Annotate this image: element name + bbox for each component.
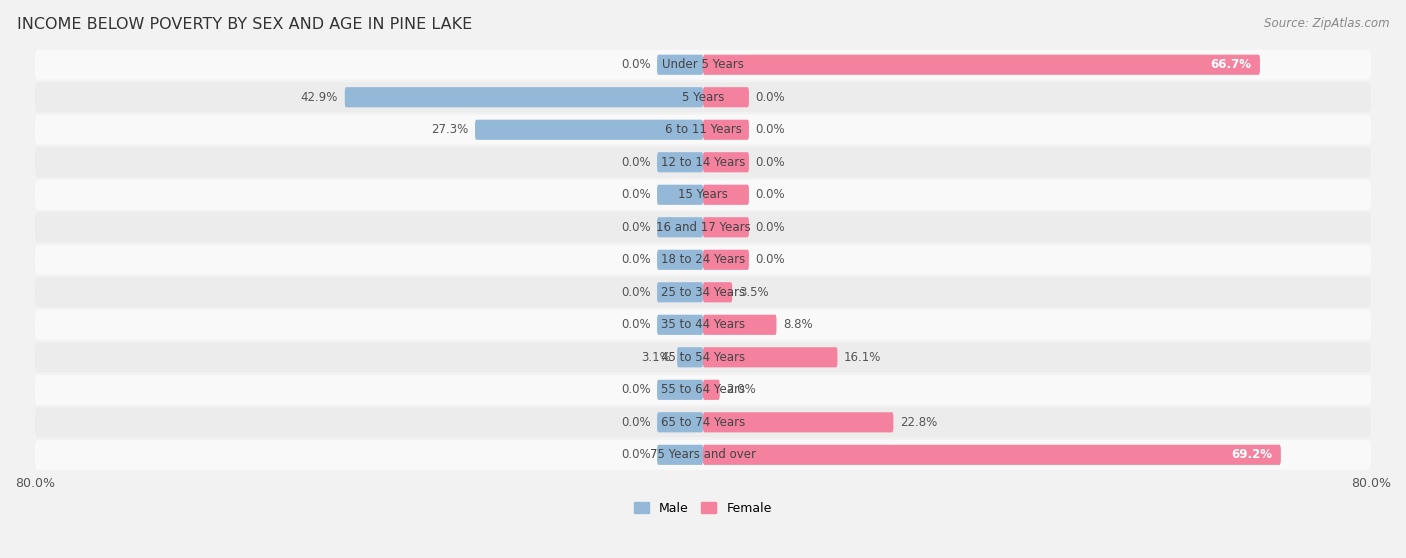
FancyBboxPatch shape	[344, 87, 703, 107]
Text: 15 Years: 15 Years	[678, 188, 728, 201]
FancyBboxPatch shape	[703, 347, 838, 367]
FancyBboxPatch shape	[35, 147, 1371, 177]
Text: 0.0%: 0.0%	[621, 58, 651, 71]
Text: 0.0%: 0.0%	[621, 383, 651, 396]
FancyBboxPatch shape	[703, 412, 893, 432]
Text: Source: ZipAtlas.com: Source: ZipAtlas.com	[1264, 17, 1389, 30]
FancyBboxPatch shape	[703, 380, 720, 400]
Text: 0.0%: 0.0%	[621, 448, 651, 461]
Text: Under 5 Years: Under 5 Years	[662, 58, 744, 71]
FancyBboxPatch shape	[657, 445, 703, 465]
Text: 2.0%: 2.0%	[727, 383, 756, 396]
FancyBboxPatch shape	[35, 343, 1371, 372]
Text: 0.0%: 0.0%	[755, 188, 785, 201]
FancyBboxPatch shape	[657, 217, 703, 237]
Text: 35 to 44 Years: 35 to 44 Years	[661, 318, 745, 331]
Text: 0.0%: 0.0%	[621, 286, 651, 299]
Text: 0.0%: 0.0%	[621, 156, 651, 169]
FancyBboxPatch shape	[35, 82, 1371, 112]
Text: 0.0%: 0.0%	[621, 318, 651, 331]
FancyBboxPatch shape	[703, 249, 749, 270]
Text: 0.0%: 0.0%	[755, 123, 785, 136]
Text: 18 to 24 Years: 18 to 24 Years	[661, 253, 745, 266]
FancyBboxPatch shape	[657, 55, 703, 75]
FancyBboxPatch shape	[35, 245, 1371, 275]
Text: 69.2%: 69.2%	[1232, 448, 1272, 461]
FancyBboxPatch shape	[678, 347, 703, 367]
FancyBboxPatch shape	[703, 445, 1281, 465]
Text: 12 to 14 Years: 12 to 14 Years	[661, 156, 745, 169]
Text: 0.0%: 0.0%	[621, 188, 651, 201]
Text: 0.0%: 0.0%	[755, 253, 785, 266]
Text: 3.5%: 3.5%	[740, 286, 769, 299]
FancyBboxPatch shape	[35, 440, 1371, 470]
FancyBboxPatch shape	[703, 217, 749, 237]
FancyBboxPatch shape	[475, 119, 703, 140]
Text: 0.0%: 0.0%	[621, 416, 651, 429]
Text: INCOME BELOW POVERTY BY SEX AND AGE IN PINE LAKE: INCOME BELOW POVERTY BY SEX AND AGE IN P…	[17, 17, 472, 32]
FancyBboxPatch shape	[703, 55, 1260, 75]
FancyBboxPatch shape	[657, 282, 703, 302]
FancyBboxPatch shape	[703, 87, 749, 107]
FancyBboxPatch shape	[657, 152, 703, 172]
Text: 5 Years: 5 Years	[682, 91, 724, 104]
FancyBboxPatch shape	[35, 407, 1371, 437]
Text: 16 and 17 Years: 16 and 17 Years	[655, 221, 751, 234]
FancyBboxPatch shape	[657, 185, 703, 205]
FancyBboxPatch shape	[703, 282, 733, 302]
Text: 6 to 11 Years: 6 to 11 Years	[665, 123, 741, 136]
FancyBboxPatch shape	[657, 249, 703, 270]
FancyBboxPatch shape	[703, 315, 776, 335]
Text: 75 Years and over: 75 Years and over	[650, 448, 756, 461]
Text: 22.8%: 22.8%	[900, 416, 938, 429]
Text: 27.3%: 27.3%	[432, 123, 468, 136]
Text: 25 to 34 Years: 25 to 34 Years	[661, 286, 745, 299]
FancyBboxPatch shape	[35, 310, 1371, 340]
FancyBboxPatch shape	[35, 277, 1371, 307]
FancyBboxPatch shape	[35, 212, 1371, 242]
Text: 45 to 54 Years: 45 to 54 Years	[661, 351, 745, 364]
Text: 0.0%: 0.0%	[621, 221, 651, 234]
FancyBboxPatch shape	[657, 412, 703, 432]
Text: 0.0%: 0.0%	[755, 156, 785, 169]
FancyBboxPatch shape	[703, 119, 749, 140]
Text: 16.1%: 16.1%	[844, 351, 882, 364]
FancyBboxPatch shape	[657, 380, 703, 400]
Legend: Male, Female: Male, Female	[630, 497, 776, 519]
Text: 55 to 64 Years: 55 to 64 Years	[661, 383, 745, 396]
Text: 0.0%: 0.0%	[755, 221, 785, 234]
FancyBboxPatch shape	[35, 180, 1371, 210]
Text: 65 to 74 Years: 65 to 74 Years	[661, 416, 745, 429]
FancyBboxPatch shape	[35, 115, 1371, 145]
FancyBboxPatch shape	[35, 50, 1371, 80]
Text: 66.7%: 66.7%	[1211, 58, 1251, 71]
FancyBboxPatch shape	[657, 315, 703, 335]
FancyBboxPatch shape	[703, 185, 749, 205]
Text: 8.8%: 8.8%	[783, 318, 813, 331]
FancyBboxPatch shape	[35, 375, 1371, 405]
Text: 0.0%: 0.0%	[621, 253, 651, 266]
Text: 3.1%: 3.1%	[641, 351, 671, 364]
Text: 42.9%: 42.9%	[301, 91, 337, 104]
Text: 0.0%: 0.0%	[755, 91, 785, 104]
FancyBboxPatch shape	[703, 152, 749, 172]
